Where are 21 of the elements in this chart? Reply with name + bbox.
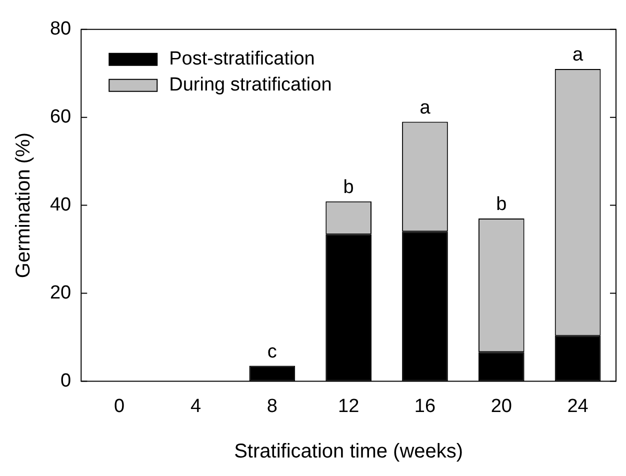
x-tick-label: 20 [490,396,512,417]
annotation: b [343,177,354,198]
y-tick-label: 80 [50,18,72,40]
y-tick-label: 0 [60,370,72,392]
y-axis-title: Germination (%) [12,132,35,278]
x-axis-title: Stratification time (weeks) [234,440,464,463]
x-tick-label: 12 [338,396,360,417]
legend-label: During stratification [169,74,332,96]
x-tick-label: 8 [266,396,278,417]
annotation: a [572,44,584,66]
legend-label: Post-stratification [169,48,315,70]
annotation: b [496,194,507,216]
x-tick-label: 4 [190,396,202,417]
y-tick-label: 40 [50,194,72,216]
y-tick-label: 20 [50,282,72,304]
x-tick-label: 16 [414,396,436,417]
x-tick-label: 24 [567,396,589,417]
annotation: a [420,97,431,118]
annotation: c [267,342,277,363]
x-tick-label: 0 [114,396,125,417]
y-tick-label: 60 [50,106,72,128]
